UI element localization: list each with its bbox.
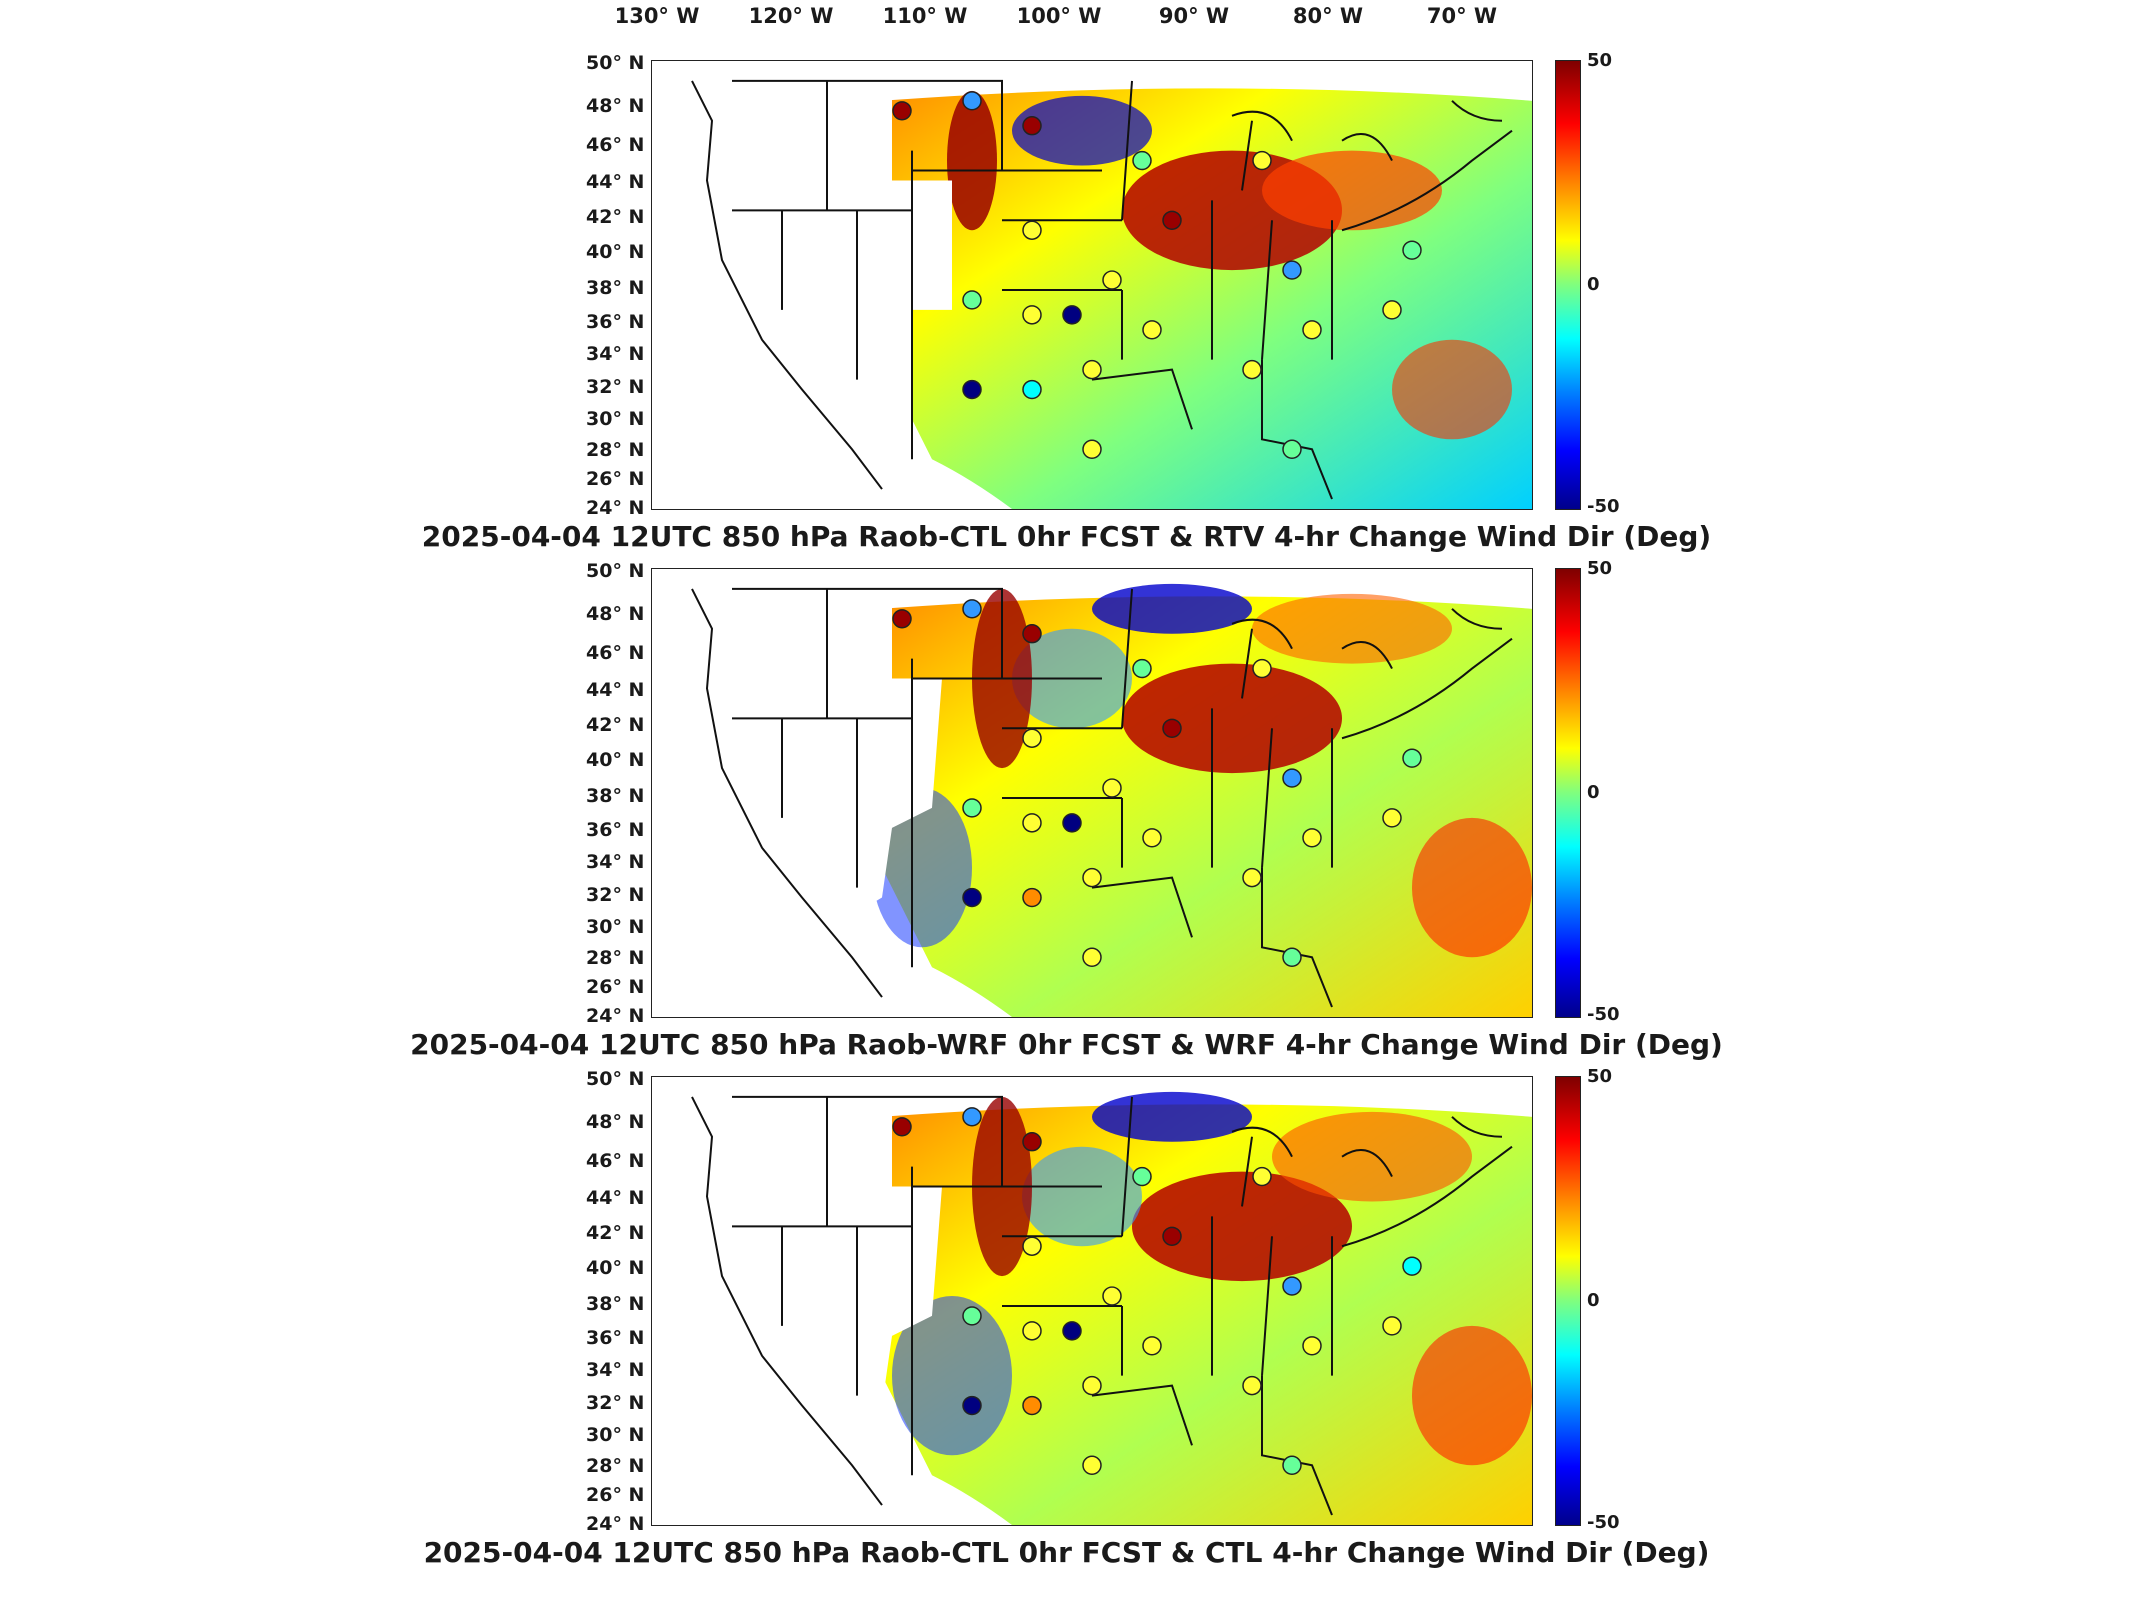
lat-label: 34° N xyxy=(586,851,645,873)
map-frame xyxy=(651,60,1533,510)
lat-label: 28° N xyxy=(586,947,645,969)
lat-label: 38° N xyxy=(586,1293,645,1315)
lon-label: 130° W xyxy=(614,4,700,28)
lat-label: 30° N xyxy=(586,1424,645,1446)
lon-label: 70° W xyxy=(1426,4,1498,28)
lat-label: 26° N xyxy=(586,976,645,998)
change-region xyxy=(1412,1325,1532,1466)
lat-label: 44° N xyxy=(586,679,645,701)
colorbar-max-label: 50 xyxy=(1587,558,1613,579)
state-boundaries xyxy=(691,587,1513,1008)
colorbar xyxy=(1555,60,1581,510)
lat-label: 36° N xyxy=(586,311,645,333)
colorbar-max-label: 50 xyxy=(1587,1066,1613,1087)
colorbar xyxy=(1555,1076,1581,1526)
lat-label: 40° N xyxy=(586,241,645,263)
panel-title: 2025-04-04 12UTC 850 hPa Raob-CTL 0hr FC… xyxy=(421,520,1712,553)
change-region xyxy=(1252,593,1452,664)
lat-label: 30° N xyxy=(586,408,645,430)
lat-label: 24° N xyxy=(586,1005,645,1027)
change-region xyxy=(1262,150,1442,231)
lat-label: 32° N xyxy=(586,1392,645,1414)
change-region xyxy=(1092,1091,1252,1142)
lat-label: 48° N xyxy=(586,1111,645,1133)
map-frame xyxy=(651,1076,1533,1526)
lat-label: 50° N xyxy=(586,560,645,582)
lon-label: 90° W xyxy=(1158,4,1230,28)
lat-label: 48° N xyxy=(586,95,645,117)
lat-label: 30° N xyxy=(586,916,645,938)
lat-label: 38° N xyxy=(586,277,645,299)
state-boundaries xyxy=(691,1095,1513,1516)
lat-label: 36° N xyxy=(586,1327,645,1349)
change-region xyxy=(1132,1171,1352,1282)
lat-label: 44° N xyxy=(586,171,645,193)
wind-direction-map xyxy=(691,79,1532,509)
colorbar-min-label: -50 xyxy=(1587,1512,1620,1533)
lat-label: 38° N xyxy=(586,785,645,807)
lat-label: 46° N xyxy=(586,1150,645,1172)
lat-label: 26° N xyxy=(586,468,645,490)
lon-label: 80° W xyxy=(1292,4,1364,28)
longitude-axis: 130° W 120° W 110° W 100° W 90° W 80° W … xyxy=(0,4,2133,40)
lat-label: 26° N xyxy=(586,1484,645,1506)
colorbar-min-label: -50 xyxy=(1587,496,1620,517)
lat-label: 42° N xyxy=(586,714,645,736)
blank-west-region xyxy=(692,593,942,928)
blank-west-region xyxy=(692,85,952,480)
lon-label: 100° W xyxy=(1016,4,1102,28)
panel-title: 2025-04-04 12UTC 850 hPa Raob-WRF 0hr FC… xyxy=(410,1028,1723,1061)
panel-title: 2025-04-04 12UTC 850 hPa Raob-CTL 0hr FC… xyxy=(423,1536,1710,1569)
change-region xyxy=(1122,663,1342,774)
lat-label: 32° N xyxy=(586,884,645,906)
lat-label: 24° N xyxy=(586,1513,645,1535)
lat-label: 48° N xyxy=(586,603,645,625)
blank-west-region xyxy=(692,1101,942,1436)
lat-label: 50° N xyxy=(586,1068,645,1090)
colorbar-min-label: -50 xyxy=(1587,1004,1620,1025)
lon-label: 110° W xyxy=(882,4,968,28)
change-region xyxy=(892,1296,1012,1456)
lat-label: 50° N xyxy=(586,52,645,74)
colorbar-mid-label: 0 xyxy=(1587,1290,1600,1311)
lon-label: 120° W xyxy=(748,4,834,28)
lat-label: 28° N xyxy=(586,1455,645,1477)
change-region xyxy=(947,90,997,231)
change-region xyxy=(872,788,972,948)
lat-label: 28° N xyxy=(586,439,645,461)
lat-label: 46° N xyxy=(586,134,645,156)
change-region xyxy=(1012,95,1152,166)
lat-label: 32° N xyxy=(586,376,645,398)
colorbar-mid-label: 0 xyxy=(1587,274,1600,295)
raob-stations xyxy=(892,1107,1422,1475)
change-region xyxy=(1272,1111,1472,1202)
change-region xyxy=(1392,339,1512,440)
raob-stations xyxy=(892,91,1422,459)
colorbar-mid-label: 0 xyxy=(1587,782,1600,803)
change-region xyxy=(1092,583,1252,634)
lat-label: 34° N xyxy=(586,1359,645,1381)
lat-label: 24° N xyxy=(586,497,645,519)
lat-label: 46° N xyxy=(586,642,645,664)
lat-label: 42° N xyxy=(586,206,645,228)
lat-label: 40° N xyxy=(586,749,645,771)
colorbar-max-label: 50 xyxy=(1587,50,1613,71)
wind-direction-map xyxy=(691,583,1532,1017)
change-region xyxy=(1022,1146,1142,1247)
lat-label: 34° N xyxy=(586,343,645,365)
change-region xyxy=(1412,817,1532,958)
map-frame xyxy=(651,568,1533,1018)
raob-stations xyxy=(892,599,1422,967)
lat-label: 36° N xyxy=(586,819,645,841)
wind-direction-map xyxy=(691,1091,1532,1525)
colorbar xyxy=(1555,568,1581,1018)
lat-label: 40° N xyxy=(586,1257,645,1279)
lat-label: 42° N xyxy=(586,1222,645,1244)
lat-label: 44° N xyxy=(586,1187,645,1209)
